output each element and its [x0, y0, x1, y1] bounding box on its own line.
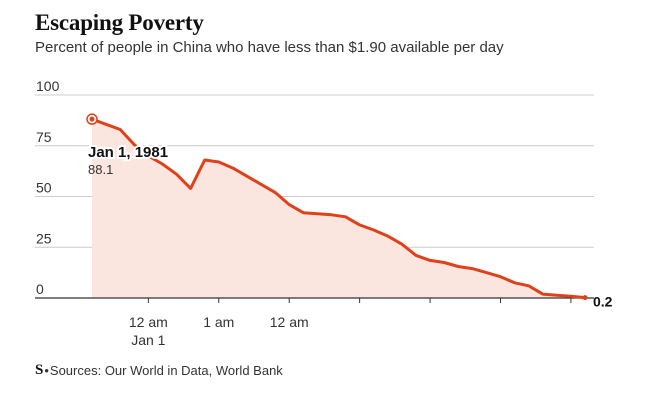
y-tick-label: 75: [36, 129, 52, 145]
publisher-logo: S: [35, 362, 44, 378]
y-tick-label: 50: [36, 180, 52, 196]
start-annotation-value: 88.1: [88, 162, 113, 177]
start-annotation-label: Jan 1, 1981: [88, 144, 168, 161]
chart-title: Escaping Poverty: [35, 10, 204, 35]
source-note: S • Sources: Our World in Data, World Ba…: [35, 362, 283, 379]
chart-subtitle: Percent of people in China who have less…: [35, 39, 504, 56]
x-tick-label: 1 am: [203, 314, 234, 330]
y-tick-label: 0: [36, 281, 44, 297]
series-line: [90, 117, 587, 300]
source-separator-icon: •: [44, 363, 49, 378]
start-point: [89, 116, 95, 122]
x-tick-label: 12 am: [270, 314, 309, 330]
x-tick-label: 12 am: [129, 314, 168, 330]
series-area: [92, 119, 585, 298]
end-annotation-label: 0.2: [593, 294, 613, 310]
x-tick-label: Jan 1: [131, 332, 165, 348]
source-text: Sources: Our World in Data, World Bank: [49, 363, 283, 378]
y-tick-label: 100: [36, 78, 60, 94]
end-point: [582, 295, 588, 301]
y-tick-label: 25: [36, 230, 52, 246]
